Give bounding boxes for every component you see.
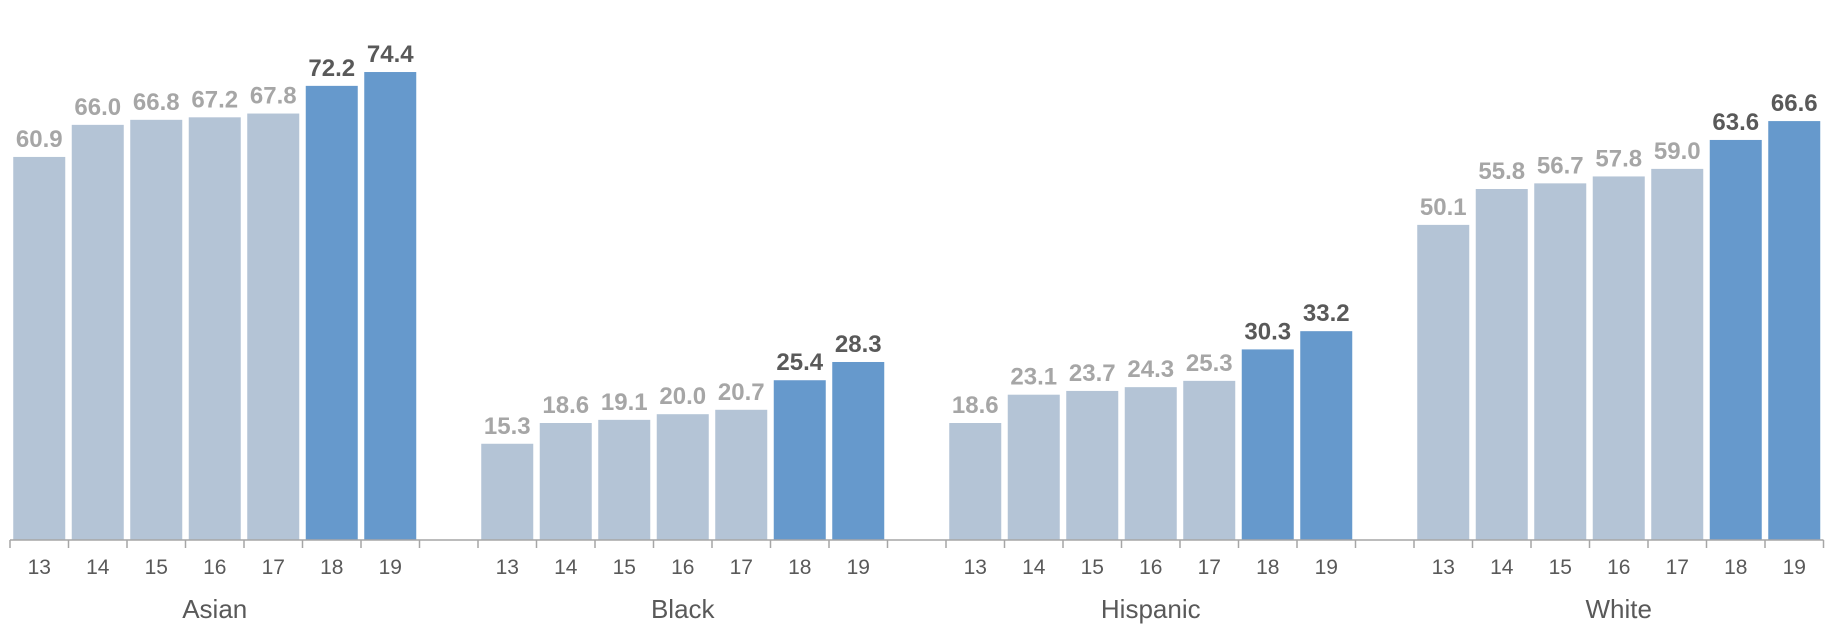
bar-white-17 xyxy=(1651,168,1704,540)
bar-white-18 xyxy=(1709,139,1762,540)
bar-black-19 xyxy=(832,361,885,540)
bar-white-19 xyxy=(1768,121,1821,540)
tick-label-asian-13: 13 xyxy=(28,556,51,579)
tick-label-white-14: 14 xyxy=(1490,556,1514,579)
data-label-black-13: 15.3 xyxy=(484,413,531,440)
bar-white-15 xyxy=(1534,183,1587,540)
bar-black-16 xyxy=(656,414,709,540)
data-label-black-19: 28.3 xyxy=(835,331,882,358)
bar-hispanic-19 xyxy=(1300,331,1353,540)
data-label-black-17: 20.7 xyxy=(718,379,765,406)
data-label-black-18: 25.4 xyxy=(776,349,823,376)
bar-hispanic-16 xyxy=(1124,387,1177,540)
data-label-hispanic-14: 23.1 xyxy=(1010,364,1057,391)
tick-label-hispanic-19: 19 xyxy=(1315,556,1338,579)
group-label-hispanic: Hispanic xyxy=(1101,594,1201,624)
tick-label-hispanic-17: 17 xyxy=(1198,556,1221,579)
data-label-black-15: 19.1 xyxy=(601,389,648,416)
tick-label-hispanic-18: 18 xyxy=(1256,556,1279,579)
data-label-white-15: 56.7 xyxy=(1537,152,1584,179)
tick-label-asian-17: 17 xyxy=(262,556,285,579)
data-label-asian-19: 74.4 xyxy=(367,41,414,68)
bar-hispanic-14 xyxy=(1007,394,1060,540)
tick-label-asian-16: 16 xyxy=(203,556,226,579)
tick-label-black-19: 19 xyxy=(847,556,870,579)
x-axis xyxy=(9,539,1825,548)
bars-layer xyxy=(13,72,1821,541)
bar-asian-13 xyxy=(13,156,66,540)
group-label-black: Black xyxy=(651,594,716,624)
data-label-black-16: 20.0 xyxy=(659,383,706,410)
tick-label-asian-18: 18 xyxy=(320,556,343,579)
data-label-asian-18: 72.2 xyxy=(308,55,355,82)
bar-white-14 xyxy=(1475,189,1528,540)
tick-label-black-13: 13 xyxy=(496,556,519,579)
tick-label-black-17: 17 xyxy=(730,556,753,579)
tick-label-white-19: 19 xyxy=(1783,556,1806,579)
tick-label-white-16: 16 xyxy=(1607,556,1630,579)
data-label-hispanic-15: 23.7 xyxy=(1069,360,1116,387)
data-label-asian-14: 66.0 xyxy=(74,94,121,121)
data-label-white-18: 63.6 xyxy=(1712,109,1759,136)
labels-layer: 60.9 13 66.0 14 66.8 15 67.2 16 67.8 17 72.2 18 74.4… xyxy=(16,41,1818,624)
bar-asian-15 xyxy=(130,119,183,540)
bar-asian-18 xyxy=(305,85,358,540)
tick-label-black-18: 18 xyxy=(788,556,811,579)
bar-asian-19 xyxy=(364,72,417,541)
bar-hispanic-17 xyxy=(1183,380,1236,540)
data-label-hispanic-16: 24.3 xyxy=(1127,356,1174,383)
tick-label-asian-15: 15 xyxy=(145,556,168,579)
tick-label-asian-14: 14 xyxy=(86,556,110,579)
data-label-asian-13: 60.9 xyxy=(16,126,63,153)
group-label-asian: Asian xyxy=(182,594,247,624)
bar-asian-17 xyxy=(247,113,300,541)
tick-label-white-13: 13 xyxy=(1432,556,1455,579)
bar-white-16 xyxy=(1592,176,1645,541)
tick-label-asian-19: 19 xyxy=(379,556,402,579)
tick-label-white-17: 17 xyxy=(1666,556,1689,579)
tick-label-hispanic-13: 13 xyxy=(964,556,987,579)
tick-label-hispanic-15: 15 xyxy=(1081,556,1104,579)
data-label-black-14: 18.6 xyxy=(542,392,589,419)
tick-label-black-14: 14 xyxy=(554,556,578,579)
data-label-asian-16: 67.2 xyxy=(191,86,238,113)
data-label-white-14: 55.8 xyxy=(1478,158,1525,185)
bar-hispanic-13 xyxy=(949,423,1002,540)
data-label-white-16: 57.8 xyxy=(1595,145,1642,172)
bar-hispanic-15 xyxy=(1066,390,1119,540)
data-label-white-19: 66.6 xyxy=(1771,90,1818,117)
group-label-white: White xyxy=(1586,594,1652,624)
bar-white-13 xyxy=(1417,224,1470,540)
bar-black-17 xyxy=(715,409,768,540)
tick-label-black-15: 15 xyxy=(613,556,636,579)
tick-label-hispanic-14: 14 xyxy=(1022,556,1046,579)
data-label-white-13: 50.1 xyxy=(1420,194,1467,221)
data-label-hispanic-17: 25.3 xyxy=(1186,350,1233,377)
bar-black-13 xyxy=(481,443,534,540)
bar-asian-14 xyxy=(71,124,124,541)
data-label-asian-17: 67.8 xyxy=(250,83,297,110)
tick-label-hispanic-16: 16 xyxy=(1139,556,1162,579)
bar-hispanic-18 xyxy=(1241,349,1294,540)
data-label-hispanic-13: 18.6 xyxy=(952,392,999,419)
data-label-hispanic-18: 30.3 xyxy=(1244,318,1291,345)
bar-black-15 xyxy=(598,419,651,540)
tick-label-white-18: 18 xyxy=(1724,556,1747,579)
data-label-white-17: 59.0 xyxy=(1654,138,1701,165)
bar-black-14 xyxy=(539,423,592,540)
bar-asian-16 xyxy=(188,117,241,540)
bar-black-18 xyxy=(773,380,826,540)
tick-label-black-16: 16 xyxy=(671,556,694,579)
data-label-asian-15: 66.8 xyxy=(133,89,180,116)
data-label-hispanic-19: 33.2 xyxy=(1303,300,1350,327)
tick-label-white-15: 15 xyxy=(1549,556,1572,579)
